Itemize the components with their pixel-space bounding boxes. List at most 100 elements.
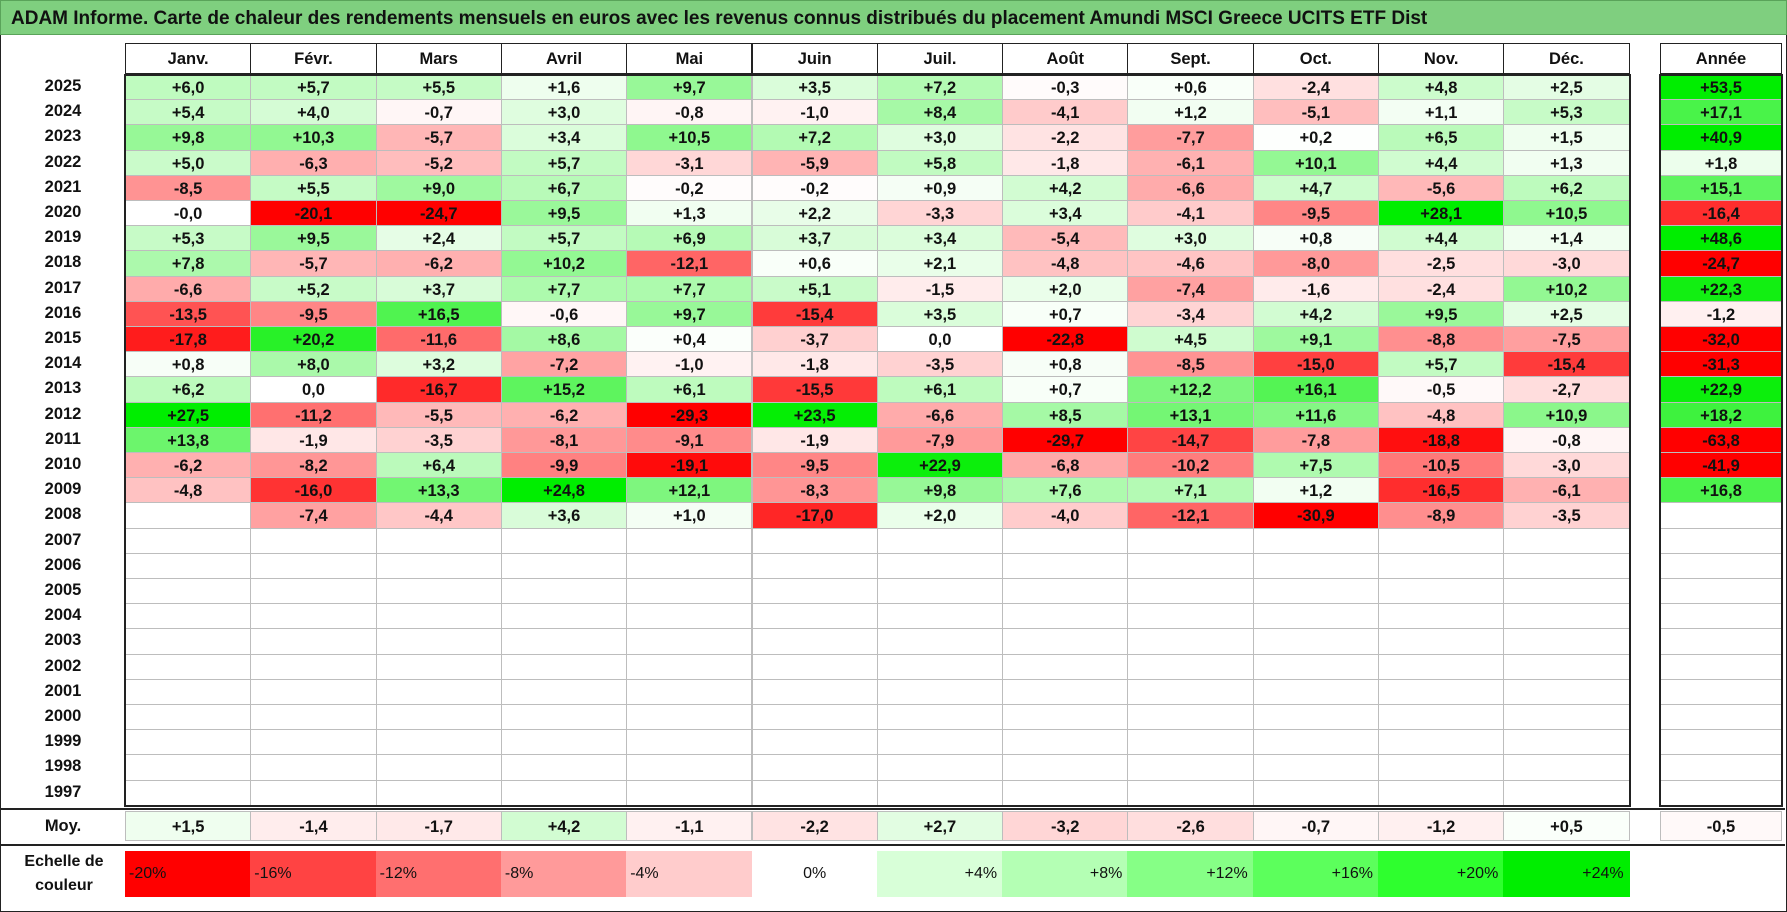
year-label: 2014 [44, 354, 82, 373]
heatmap-cell: -9,5 [250, 300, 377, 327]
heatmap-cell: +3,7 [375, 275, 502, 302]
heatmap-cell [1127, 603, 1254, 630]
heatmap-cell: +6,0 [125, 74, 252, 101]
heatmap-cell: +1,6 [500, 74, 628, 101]
heatmap-cell: -4,4 [375, 502, 502, 529]
year-total-cell: +17,1 [1660, 99, 1782, 126]
heatmap-cell: +5,3 [125, 225, 252, 252]
month-header: Janv. [125, 43, 252, 74]
heatmap-cell: -6,1 [1127, 149, 1254, 176]
month-header: Juin [751, 43, 878, 74]
heatmap-cell [751, 628, 878, 655]
heatmap-cell: +5,7 [250, 74, 377, 101]
heatmap-cell: -18,8 [1378, 426, 1505, 453]
heatmap-cell [125, 578, 252, 605]
year-total-cell: -63,8 [1660, 426, 1782, 453]
heatmap-cell: -5,1 [1252, 99, 1379, 126]
heatmap-cell [1002, 729, 1129, 756]
heatmap-cell: -11,6 [375, 326, 502, 353]
heatmap-cell: +1,3 [1503, 149, 1630, 176]
heatmap-cell: +9,1 [1252, 326, 1379, 353]
year-total-cell: +53,5 [1660, 74, 1782, 101]
heatmap-cell [1503, 653, 1630, 680]
heatmap-cell [1127, 628, 1254, 655]
heatmap-cell: -3,0 [1503, 452, 1630, 479]
average-cell: +1,5 [125, 811, 252, 841]
heatmap-cell: -30,9 [1252, 502, 1379, 529]
heatmap-cell: +0,7 [1002, 300, 1129, 327]
heatmap-cell: +9,8 [125, 124, 252, 151]
heatmap-cell: -0,8 [626, 99, 753, 126]
year-total-cell [1660, 628, 1782, 655]
heatmap-cell [1252, 527, 1379, 554]
heatmap-cell: -4,0 [1002, 502, 1129, 529]
heatmap-cell [1252, 552, 1379, 579]
heatmap-cell [876, 653, 1004, 680]
year-label: 2023 [44, 127, 82, 146]
heatmap-cell: +1,1 [1378, 99, 1505, 126]
heatmap-cell: +10,5 [626, 124, 753, 151]
heatmap-cell [250, 678, 377, 705]
scale-swatch: -4% [626, 851, 753, 897]
year-label: 1998 [44, 757, 82, 776]
heatmap-cell [250, 754, 377, 781]
heatmap-cell: -8,8 [1378, 326, 1505, 353]
heatmap-cell [1378, 678, 1505, 705]
heatmap-cell [1002, 779, 1129, 806]
heatmap-cell: -2,2 [1002, 124, 1129, 151]
heatmap-cell [1378, 527, 1505, 554]
heatmap-cell: -4,8 [125, 477, 252, 504]
year-label: 2008 [44, 505, 82, 524]
heatmap-cell [125, 678, 252, 705]
year-label: 2007 [44, 530, 82, 549]
heatmap-cell: +6,4 [375, 452, 502, 479]
heatmap-cell: -4,8 [1378, 401, 1505, 428]
heatmap-cell [500, 628, 628, 655]
heatmap-cell: -3,5 [876, 351, 1004, 378]
heatmap-cell: +16,1 [1252, 376, 1379, 403]
month-header: Févr. [250, 43, 377, 74]
heatmap-cell [751, 704, 878, 731]
heatmap-cell: -0,2 [751, 174, 878, 201]
heatmap-cell [1127, 754, 1254, 781]
heatmap-cell: -10,2 [1127, 452, 1254, 479]
heatmap-cell [1503, 552, 1630, 579]
year-total-cell [1660, 678, 1782, 705]
scale-separator [1, 844, 1785, 846]
year-total-cell: +18,2 [1660, 401, 1782, 428]
heatmap-cell: +8,6 [500, 326, 628, 353]
heatmap-cell [1002, 678, 1129, 705]
heatmap-cell [500, 779, 628, 806]
heatmap-cell: -3,4 [1127, 300, 1254, 327]
average-separator [1, 808, 1785, 810]
year-total-cell: -31,3 [1660, 351, 1782, 378]
heatmap-cell [125, 502, 252, 529]
year-total-cell: -1,2 [1660, 300, 1782, 327]
heatmap-cell: +0,8 [125, 351, 252, 378]
heatmap-cell: +13,1 [1127, 401, 1254, 428]
heatmap-cell: +27,5 [125, 401, 252, 428]
heatmap-cell: +7,6 [1002, 477, 1129, 504]
heatmap-cell: -6,8 [1002, 452, 1129, 479]
year-total-cell: +40,9 [1660, 124, 1782, 151]
heatmap-cell: -1,5 [876, 275, 1004, 302]
heatmap-cell: -7,4 [1127, 275, 1254, 302]
heatmap-cell: +4,2 [1252, 300, 1379, 327]
heatmap-cell [876, 704, 1004, 731]
heatmap-cell: -8,9 [1378, 502, 1505, 529]
heatmap-cell [500, 578, 628, 605]
heatmap-cell [500, 552, 628, 579]
heatmap-cell [125, 729, 252, 756]
average-label: Moy. [44, 817, 82, 835]
year-label: 2017 [44, 278, 82, 297]
average-cell: +0,5 [1503, 811, 1630, 841]
heatmap-cell: +0,9 [876, 174, 1004, 201]
average-cell: -0,7 [1252, 811, 1379, 841]
heatmap-cell: -1,6 [1252, 275, 1379, 302]
heatmap-cell [876, 603, 1004, 630]
heatmap-cell: +1,4 [1503, 225, 1630, 252]
heatmap-cell: +2,1 [876, 250, 1004, 277]
heatmap-cell [500, 678, 628, 705]
heatmap-cell: +5,0 [125, 149, 252, 176]
month-header: Déc. [1503, 43, 1630, 74]
